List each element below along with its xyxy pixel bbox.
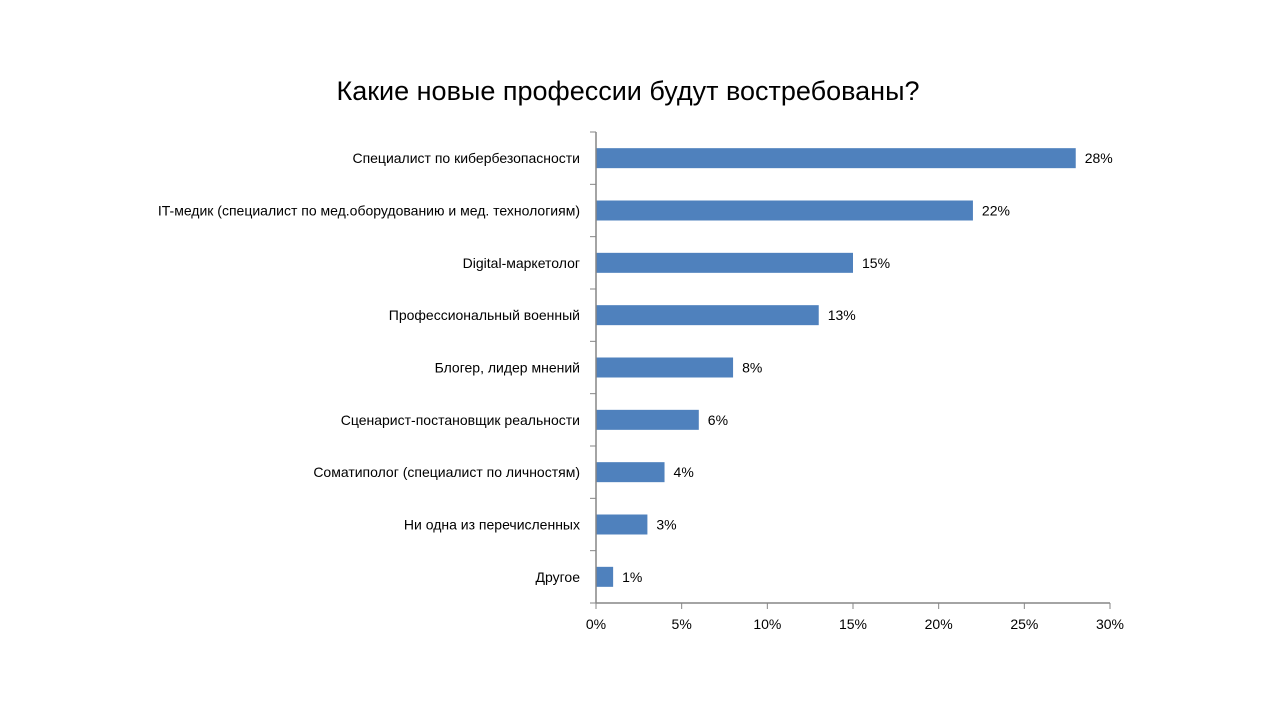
category-label-4: Блогер, лидер мнений xyxy=(435,360,580,376)
labels-layer: Специалист по кибербезопасности 28% IT-мед… xyxy=(158,150,1124,632)
data-label-6: 4% xyxy=(674,464,694,480)
data-label-5: 6% xyxy=(708,412,728,428)
x-tick-label-1: 5% xyxy=(672,616,692,632)
data-label-0: 28% xyxy=(1085,150,1113,166)
data-label-1: 22% xyxy=(982,203,1010,219)
x-tick-label-4: 20% xyxy=(925,616,953,632)
bar-7 xyxy=(596,514,648,535)
category-label-0: Специалист по кибербезопасности xyxy=(352,150,580,166)
x-tick-label-3: 15% xyxy=(839,616,867,632)
category-label-2: Digital-маркетолог xyxy=(463,255,580,271)
data-label-8: 1% xyxy=(622,569,642,585)
bar-8 xyxy=(596,566,614,587)
category-label-1: IT-медик (специалист по мед.оборудованию… xyxy=(158,203,580,219)
data-label-2: 15% xyxy=(862,255,890,271)
bar-3 xyxy=(596,305,819,326)
bar-2 xyxy=(596,252,853,273)
bars-layer xyxy=(596,148,1076,587)
bar-5 xyxy=(596,409,699,430)
x-tick-label-0: 0% xyxy=(586,616,606,632)
category-label-8: Другое xyxy=(536,569,581,585)
category-label-3: Профессиональный военный xyxy=(389,307,580,323)
chart-title: Какие новые профессии будут востребованы… xyxy=(336,76,920,106)
axis-layer xyxy=(590,131,1111,609)
bar-4 xyxy=(596,357,734,378)
x-tick-label-2: 10% xyxy=(753,616,781,632)
bar-0 xyxy=(596,148,1076,169)
bar-1 xyxy=(596,200,973,221)
data-label-7: 3% xyxy=(656,517,676,533)
category-label-7: Ни одна из перечисленных xyxy=(404,517,580,533)
data-label-3: 13% xyxy=(828,307,856,323)
category-label-6: Соматиполог (специалист по личностям) xyxy=(313,464,580,480)
category-label-5: Сценарист-постановщик реальности xyxy=(341,412,580,428)
x-tick-label-6: 30% xyxy=(1096,616,1124,632)
x-tick-label-5: 25% xyxy=(1010,616,1038,632)
data-label-4: 8% xyxy=(742,360,762,376)
bar-6 xyxy=(596,462,665,483)
